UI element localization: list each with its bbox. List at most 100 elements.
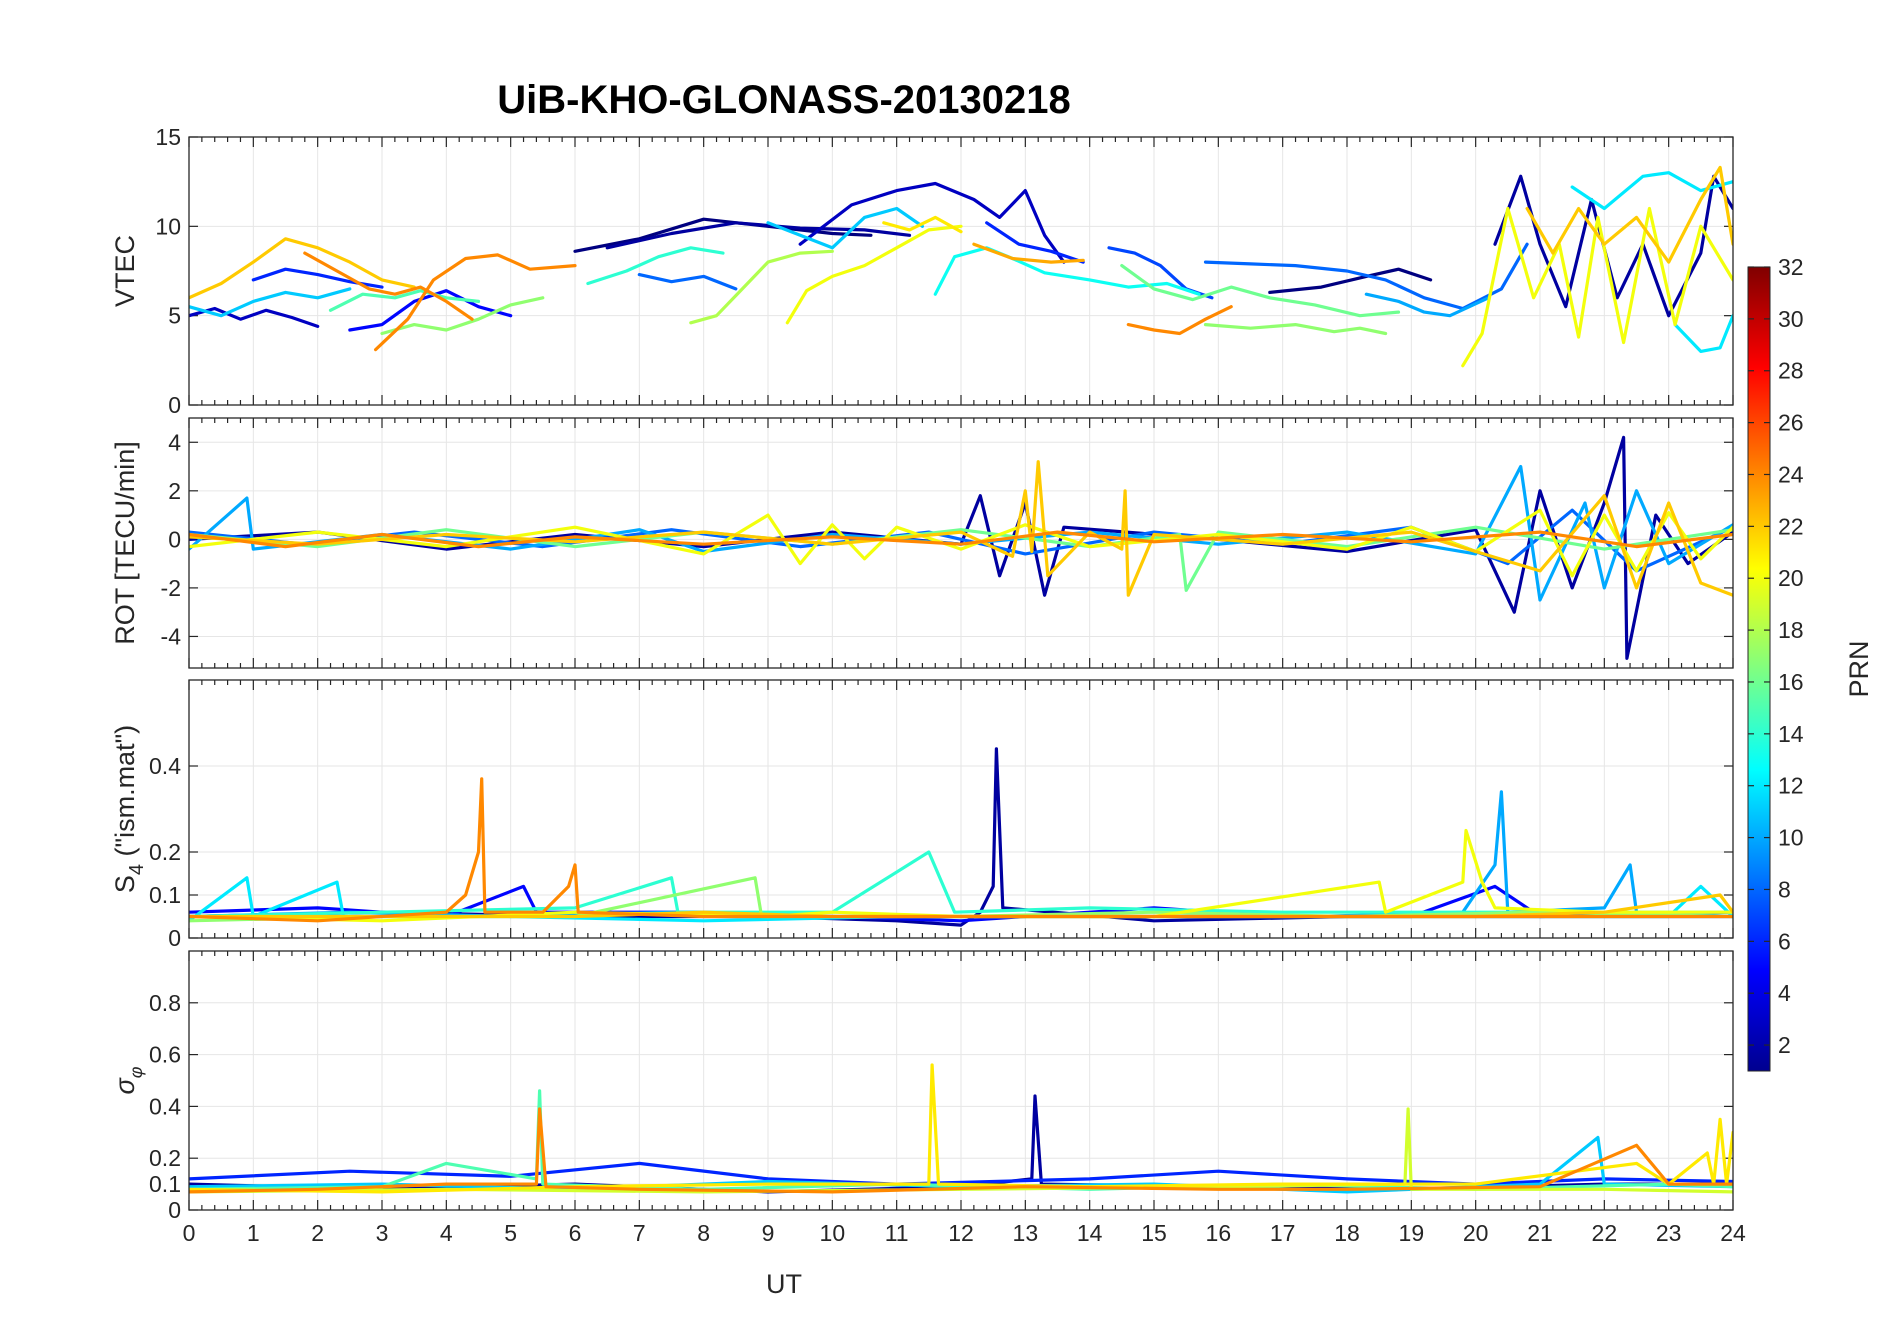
- series-line-prn-10: [1364, 292, 1491, 318]
- panel-2: -4 -2 0 2 4 ROT [TECU/min]: [110, 417, 1734, 669]
- series-line-prn-24: [374, 253, 577, 352]
- colorbar-tick-label: 24: [1778, 461, 1804, 487]
- series-line-prn-22: [189, 460, 1733, 597]
- y-axis-label-base: σ: [110, 1077, 140, 1095]
- x-tick-label: 9: [762, 1220, 775, 1246]
- x-tick-label: 17: [1270, 1220, 1296, 1246]
- x-tick-label: 0: [183, 1220, 196, 1246]
- y-tick-label: 0.4: [149, 753, 181, 779]
- y-tick-label: -2: [161, 575, 181, 601]
- y-tick-label: 10: [155, 213, 181, 239]
- series-line-prn-17: [380, 296, 545, 336]
- y-tick-label: 15: [155, 124, 181, 150]
- series-line-prn-8: [189, 508, 1733, 573]
- x-tick-label: 24: [1720, 1220, 1746, 1246]
- y-tick-label: 5: [168, 303, 181, 329]
- series-line-prn-12: [1673, 314, 1733, 353]
- series-line-prn-20: [1461, 206, 1733, 368]
- series-line-prn-11: [766, 206, 924, 250]
- series-line-prn-22: [1525, 165, 1733, 264]
- y-tick-label: 0.2: [149, 839, 181, 865]
- colorbar-tick-label: 18: [1778, 617, 1804, 643]
- y-axis-label: VTEC: [110, 235, 140, 307]
- x-tick-label: 14: [1077, 1220, 1103, 1246]
- y-tick-label: -4: [161, 623, 182, 649]
- x-tick-label: 12: [948, 1220, 974, 1246]
- x-tick-label: 11: [885, 1220, 909, 1246]
- series-line-prn-24: [1126, 305, 1233, 336]
- y-axis-label-subscript: φ: [126, 1066, 146, 1078]
- colorbar-tick-label: 28: [1778, 358, 1804, 384]
- panel-series: [189, 435, 1733, 660]
- series-line-prn-11: [189, 287, 352, 318]
- colorbar-tick-label: 12: [1778, 773, 1804, 799]
- series-line-prn-3: [189, 306, 320, 328]
- y-tick-label: 4: [168, 429, 181, 455]
- chart-title: UiB-KHO-GLONASS-20130218: [497, 78, 1071, 122]
- y-tick-label: 0.2: [149, 1145, 181, 1171]
- y-tick-label: 0: [168, 1197, 181, 1223]
- x-tick-label: 21: [1527, 1220, 1553, 1246]
- y-tick-label: 2: [168, 478, 181, 504]
- x-tick-label: 19: [1399, 1220, 1425, 1246]
- colorbar-tick-label: 20: [1778, 565, 1804, 591]
- series-line-prn-24: [303, 251, 474, 321]
- panel-series: [189, 165, 1733, 368]
- y-tick-label: 0.1: [149, 882, 181, 908]
- y-tick-label: 0: [168, 925, 181, 951]
- y-axis-label: S4 ("ism.mat"): [110, 725, 148, 893]
- colorbar-tick-label: 14: [1778, 721, 1804, 747]
- y-axis-label: σφ: [110, 1066, 146, 1094]
- colorbar-tick-label: 10: [1778, 825, 1804, 851]
- series-line-prn-5: [348, 289, 513, 332]
- colorbar-tick-label: 32: [1778, 254, 1804, 280]
- panel-frame: [188, 950, 1734, 1211]
- panel-frame: [188, 679, 1734, 939]
- x-tick-label: 1: [247, 1220, 260, 1246]
- series-line-prn-23: [972, 242, 1085, 264]
- series-line-prn-13: [933, 246, 1201, 296]
- x-tick-label: 6: [569, 1220, 582, 1246]
- series-line-prn-14: [189, 850, 1733, 919]
- x-tick-label: 4: [440, 1220, 453, 1246]
- series-line-prn-17: [1203, 323, 1388, 336]
- y-tick-label: 0: [168, 392, 181, 418]
- series-line-prn-22: [189, 237, 416, 300]
- x-tick-label: 7: [633, 1220, 646, 1246]
- x-tick-label: 3: [376, 1220, 389, 1246]
- y-tick-label: 0: [168, 526, 181, 552]
- series-line-prn-14: [586, 246, 725, 286]
- x-tick-labels: 0 1 2 3 4 5 6 7 8 9 10 11 12 13 14 15 16 17 18 19 20 21 22 23 24: [183, 1220, 1746, 1246]
- panel-frame: [188, 136, 1734, 406]
- colorbar-tick-label: 22: [1778, 513, 1804, 539]
- series-line-prn-18: [689, 249, 834, 325]
- series-line-prn-3: [798, 181, 1066, 264]
- x-tick-label: 15: [1141, 1220, 1167, 1246]
- colorbar-tick-label: 16: [1778, 669, 1804, 695]
- x-tick-label: 13: [1013, 1220, 1039, 1246]
- x-tick-label: 8: [697, 1220, 710, 1246]
- x-tick-label: 18: [1334, 1220, 1360, 1246]
- colorbar-tick-label: 6: [1778, 928, 1791, 954]
- panel-4: 00.10.2 0.4 0.6 0.8 σφ: [110, 950, 1734, 1223]
- panel-series: [189, 1063, 1733, 1194]
- y-axis-label-rest: ("ism.mat"): [110, 725, 140, 864]
- series-line-prn-6: [985, 221, 1085, 264]
- series-line-prn-24: [189, 777, 1733, 923]
- series-line-prn-24: [189, 1107, 1733, 1194]
- colorbar-tick-label: 2: [1778, 1032, 1791, 1058]
- series-line-prn-16: [1120, 264, 1401, 318]
- y-tick-label: 0.6: [149, 1042, 181, 1068]
- series-line-prn-2: [605, 221, 912, 250]
- colorbar-gradient-bar: [1747, 266, 1771, 1072]
- colorbar-tick-label: 4: [1778, 980, 1791, 1006]
- y-tick-label: 0.8: [149, 990, 181, 1016]
- panel-series: [189, 747, 1733, 927]
- colorbar-tick-label: 8: [1778, 876, 1791, 902]
- colorbar-tick-label: 26: [1778, 410, 1804, 436]
- series-line-prn-8: [637, 273, 738, 291]
